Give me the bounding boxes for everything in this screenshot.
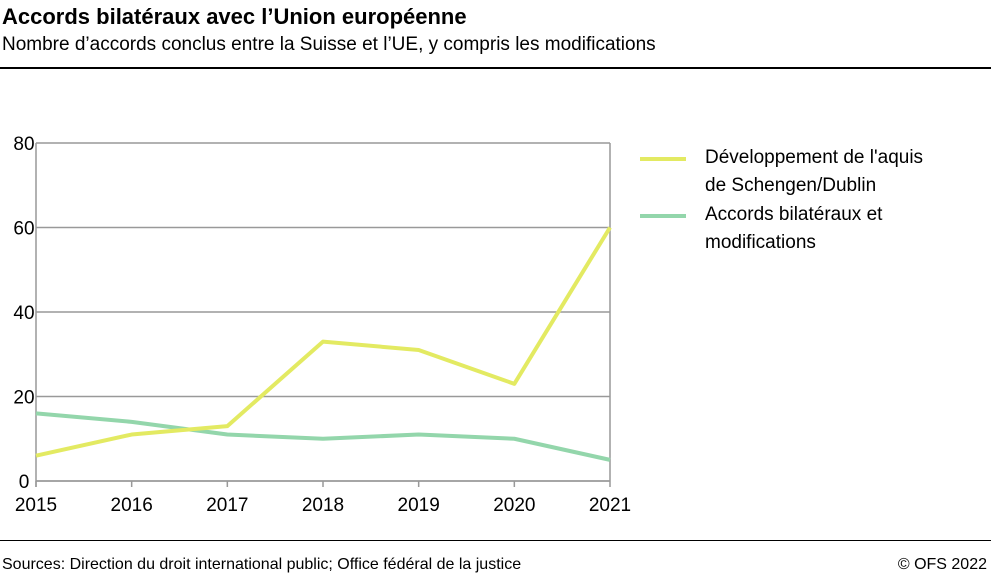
legend-label: de Schengen/Dublin	[705, 175, 877, 196]
y-tick-label: 0	[19, 472, 30, 493]
legend-label: Développement de l'aquis	[705, 147, 924, 168]
x-tick-label: 2016	[111, 495, 153, 516]
series-line	[35, 411, 611, 462]
legend-label: modifications	[705, 232, 816, 253]
chart-subtitle: Nombre d’accords conclus entre la Suisse…	[2, 34, 656, 55]
source-note: Sources: Direction du droit internationa…	[2, 556, 522, 573]
header-rule	[0, 67, 991, 69]
legend-swatch	[640, 157, 686, 161]
y-tick-label: 60	[13, 219, 34, 240]
y-tick-label: 20	[13, 388, 34, 409]
legend-swatch	[640, 214, 686, 218]
footer-rule	[0, 540, 991, 541]
x-tick-label: 2018	[302, 495, 344, 516]
x-tick-label: 2019	[398, 495, 440, 516]
x-tick-label: 2021	[589, 495, 631, 516]
y-tick-label: 40	[13, 303, 34, 324]
x-tick-label: 2020	[493, 495, 535, 516]
x-tick-label: 2015	[15, 495, 57, 516]
x-tick-label: 2017	[206, 495, 248, 516]
copyright: © OFS 2022	[897, 556, 987, 573]
chart-title: Accords bilatéraux avec l’Union européen…	[2, 4, 467, 29]
legend-label: Accords bilatéraux et	[705, 204, 883, 225]
series-line	[35, 226, 612, 458]
y-tick-label: 80	[13, 134, 34, 155]
line-chart: 0 20 40 60 80 2015 2016 2017 2018 2019 2020 2021	[13, 134, 631, 516]
